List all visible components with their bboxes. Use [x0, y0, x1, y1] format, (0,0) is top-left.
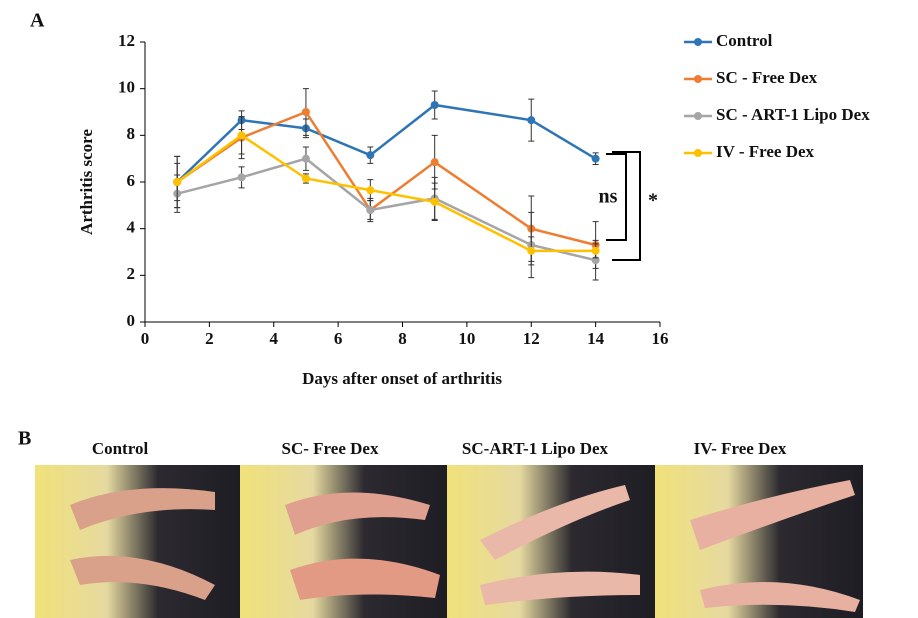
point	[366, 151, 374, 159]
x-tick-label: 14	[587, 329, 605, 348]
panel-label: B	[18, 428, 31, 450]
point	[527, 247, 535, 255]
photo-caption: SC- Free Dex	[282, 439, 379, 458]
point	[592, 247, 600, 255]
x-tick-label: 4	[270, 329, 279, 348]
figure: A B Days after onset of arthritis Arthri…	[0, 0, 918, 618]
point	[173, 178, 181, 186]
photo	[35, 465, 240, 618]
point	[527, 116, 535, 124]
y-tick-label: 6	[127, 171, 136, 190]
series-line	[177, 135, 595, 251]
photos	[35, 465, 863, 618]
point	[238, 131, 246, 139]
legend-label: IV - Free Dex	[716, 142, 815, 161]
point	[366, 206, 374, 214]
x-axis-title: Days after onset of arthritis	[302, 369, 502, 388]
x-tick-label: 6	[334, 329, 343, 348]
legend-label: SC - ART-1 Lipo Dex	[716, 105, 870, 124]
page: A B Days after onset of arthritis Arthri…	[0, 0, 918, 618]
point	[431, 198, 439, 206]
x-tick-label: 8	[398, 329, 407, 348]
photo	[240, 465, 447, 618]
y-tick-label: 8	[127, 124, 136, 143]
x-tick-label: 16	[652, 329, 669, 348]
point	[238, 173, 246, 181]
point	[302, 108, 310, 116]
annotation: *	[648, 190, 658, 212]
panel-label: A	[30, 10, 45, 32]
x-tick-label: 0	[141, 329, 150, 348]
x-tick-label: 2	[205, 329, 214, 348]
legend-marker	[694, 38, 702, 46]
point	[302, 155, 310, 163]
y-tick-label: 10	[118, 78, 135, 97]
y-axis-title: Arthritis score	[77, 129, 96, 235]
legend-label: Control	[716, 31, 773, 50]
x-tick-label: 10	[458, 329, 475, 348]
x-tick-label: 12	[523, 329, 540, 348]
photo	[447, 465, 655, 618]
photo-caption: Control	[92, 439, 149, 458]
y-tick-label: 2	[127, 264, 136, 283]
photo-caption: IV- Free Dex	[694, 439, 787, 458]
point	[302, 175, 310, 183]
legend-marker	[694, 112, 702, 120]
photo-caption: SC-ART-1 Lipo Dex	[462, 439, 609, 458]
annotation: ns	[599, 186, 618, 208]
y-tick-label: 0	[127, 311, 136, 330]
point	[366, 186, 374, 194]
y-tick-label: 4	[127, 218, 136, 237]
point	[431, 158, 439, 166]
point	[431, 101, 439, 109]
y-tick-label: 12	[118, 31, 135, 50]
photo	[655, 465, 863, 618]
point	[592, 155, 600, 163]
legend-marker	[694, 149, 702, 157]
legend-label: SC - Free Dex	[716, 68, 818, 87]
legend-marker	[694, 75, 702, 83]
